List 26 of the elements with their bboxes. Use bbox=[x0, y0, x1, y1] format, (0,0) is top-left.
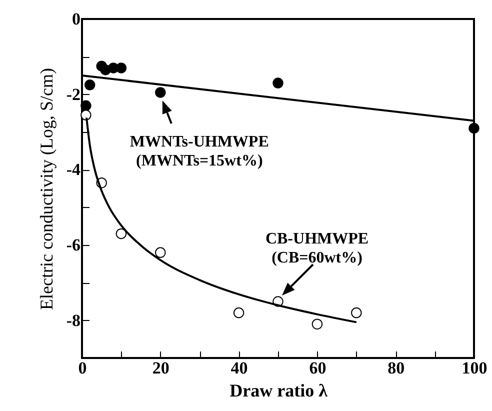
x-tick-label: 20 bbox=[152, 358, 170, 378]
x-tick-label: 100 bbox=[462, 358, 488, 378]
point bbox=[80, 110, 92, 120]
point bbox=[84, 80, 96, 90]
x-axis-title: Draw ratio λ bbox=[230, 380, 328, 400]
point bbox=[468, 122, 480, 134]
y-tick-label: -6 bbox=[66, 236, 80, 254]
point bbox=[155, 247, 166, 258]
y-tick-label: -8 bbox=[66, 310, 80, 330]
point bbox=[312, 318, 323, 330]
y-tick-label: -4 bbox=[66, 160, 81, 180]
point bbox=[233, 307, 244, 318]
annotation: CB-UHMWPE (CB=60wt%) bbox=[265, 230, 369, 266]
x-tick-label: 40 bbox=[230, 358, 248, 378]
x-tick-label: 60 bbox=[309, 358, 326, 378]
y-tick-label: -2 bbox=[66, 84, 80, 104]
y-tick-label: 0 bbox=[72, 10, 80, 28]
x-tick-label: 80 bbox=[388, 358, 405, 378]
point bbox=[116, 62, 127, 74]
point bbox=[155, 87, 166, 98]
point bbox=[351, 307, 362, 318]
point bbox=[116, 228, 127, 240]
annotation: MWNTs-UHMWPE (MWNTs=15wt%) bbox=[130, 133, 269, 170]
point bbox=[80, 100, 92, 111]
y-axis-title: Electric conductivity (Log, S/cm) bbox=[36, 68, 56, 310]
point bbox=[272, 78, 284, 88]
